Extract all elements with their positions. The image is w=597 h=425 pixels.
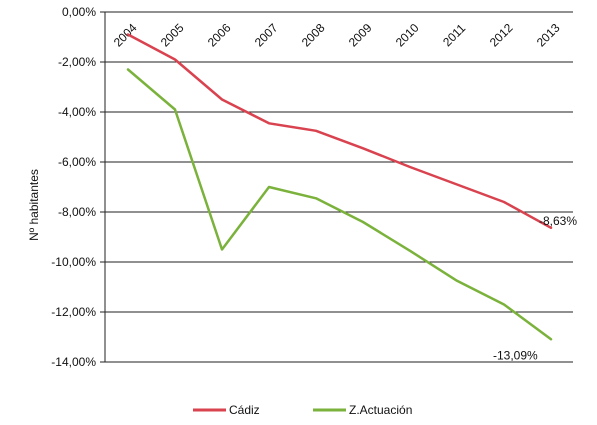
x-tick-label: 2013 [534,21,563,50]
legend-label: Z.Actuación [349,403,412,417]
end-value-label: -13,09% [493,348,538,362]
x-axis: 2004 2005 2006 2007 2008 2009 2010 2011 2012 2013 [111,21,563,50]
y-tick-label: -8,00% [58,205,96,219]
y-axis: 0,00% -2,00% -4,00% -6,00% -8,00% -10,00% -12,… [51,5,106,369]
y-tick-label: 0,00% [62,5,96,19]
y-tick-label: -14,00% [51,355,96,369]
x-tick-label: 2009 [346,21,375,50]
legend: Cádiz Z.Actuación [193,403,412,417]
x-tick-label: 2011 [440,21,468,49]
x-tick-label: 2004 [111,21,140,50]
legend-label: Cádiz [229,403,260,417]
x-tick-label: 2012 [487,21,516,50]
series [126,33,553,341]
y-tick-label: -2,00% [58,55,96,69]
end-value-label: -8,63% [539,214,577,228]
y-tick-label: -6,00% [58,155,96,169]
y-tick-label: -12,00% [51,305,96,319]
gridlines [105,11,573,363]
y-tick-label: -4,00% [58,105,96,119]
y-tick-label: -10,00% [51,255,96,269]
end-labels: -8,63% -13,09% [493,214,577,363]
x-tick-label: 2007 [252,21,281,50]
y-axis-label: Nº habitantes [27,169,41,241]
x-tick-label: 2008 [299,21,328,50]
series-line-2 [126,68,553,341]
x-tick-label: 2005 [158,21,187,50]
x-tick-label: 2010 [393,21,422,50]
x-tick-label: 2006 [205,21,234,50]
series-line-1 [126,33,553,230]
